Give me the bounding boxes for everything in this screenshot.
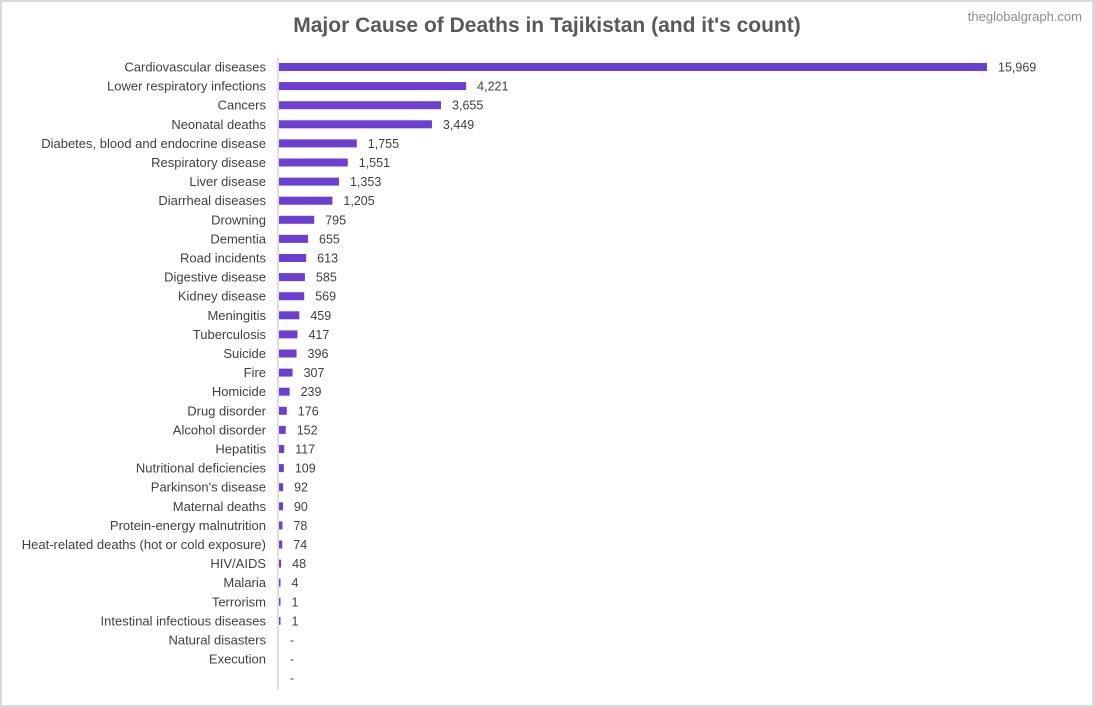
bar xyxy=(279,254,307,262)
category-label: Diabetes, blood and endocrine disease xyxy=(41,136,266,151)
category-label: Execution xyxy=(209,652,266,667)
value-label: 1,205 xyxy=(343,194,374,208)
category-label: Terrorism xyxy=(212,594,266,609)
value-label: 15,969 xyxy=(998,61,1036,75)
value-label: 613 xyxy=(317,252,338,266)
value-label: 109 xyxy=(295,462,316,476)
bar xyxy=(279,273,305,282)
category-label: HIV/AIDS xyxy=(210,556,266,571)
value-label: 176 xyxy=(298,404,319,418)
bar xyxy=(279,559,282,568)
watermark: theglobalgraph.com xyxy=(967,9,1082,24)
category-label: Meningitis xyxy=(207,308,266,323)
category-label: Malaria xyxy=(223,575,266,590)
value-label: 1,353 xyxy=(350,175,381,189)
value-label: 4 xyxy=(292,576,299,590)
value-label: - xyxy=(290,653,294,667)
value-label: 90 xyxy=(294,500,308,514)
value-label: 795 xyxy=(325,213,346,227)
category-label: Respiratory disease xyxy=(151,155,266,170)
bar xyxy=(279,158,348,167)
bar xyxy=(279,349,297,358)
bar xyxy=(279,63,987,71)
category-label: Homicide xyxy=(212,384,266,399)
category-label: Hepatitis xyxy=(215,442,266,457)
category-label: Parkinson's disease xyxy=(151,480,266,495)
bar xyxy=(279,120,432,129)
category-label: Liver disease xyxy=(189,174,266,189)
category-label: Neonatal deaths xyxy=(171,117,266,132)
bar xyxy=(279,597,281,606)
category-label: Drowning xyxy=(211,212,266,227)
bar xyxy=(279,215,315,224)
chart-title: Major Cause of Deaths in Tajikistan (and… xyxy=(293,14,801,37)
bar xyxy=(279,578,281,587)
bar xyxy=(279,616,281,625)
bar xyxy=(279,464,284,473)
value-label: 239 xyxy=(301,385,322,399)
value-label: 655 xyxy=(319,232,340,246)
category-label: Alcohol disorder xyxy=(173,422,267,437)
value-label: 1,755 xyxy=(368,137,399,151)
bar xyxy=(279,292,305,301)
bar xyxy=(279,82,467,91)
value-label: - xyxy=(290,672,294,686)
category-label: Road incidents xyxy=(180,251,266,266)
bar xyxy=(279,406,287,415)
value-label: 48 xyxy=(292,557,306,571)
category-label: Fire xyxy=(244,365,266,380)
category-label: Protein-energy malnutrition xyxy=(110,518,266,533)
value-label: 4,221 xyxy=(477,80,508,94)
bar xyxy=(279,540,283,549)
bar xyxy=(279,483,284,492)
bar xyxy=(279,139,357,148)
bar xyxy=(279,234,309,243)
value-label: 117 xyxy=(295,443,315,457)
value-label: 585 xyxy=(316,271,337,285)
category-label: Heat-related deaths (hot or cold exposur… xyxy=(22,537,266,552)
value-label: 3,655 xyxy=(452,99,483,113)
category-label: Drug disorder xyxy=(187,403,266,418)
bar xyxy=(279,196,333,205)
category-label: Nutritional deficiencies xyxy=(136,461,267,476)
value-label: 1 xyxy=(292,614,299,628)
value-label: 307 xyxy=(304,366,325,380)
category-label: Kidney disease xyxy=(178,289,266,304)
category-label: Cancers xyxy=(218,98,267,113)
category-label: Intestinal infectious diseases xyxy=(101,613,267,628)
category-label: Natural disasters xyxy=(168,633,266,648)
category-label: Lower respiratory infections xyxy=(107,79,266,94)
bar xyxy=(279,387,290,396)
value-label: 78 xyxy=(293,519,307,533)
category-label: Diarrheal diseases xyxy=(158,193,266,208)
value-label: 459 xyxy=(310,309,331,323)
category-label: Dementia xyxy=(210,231,266,246)
bar xyxy=(279,445,285,453)
bar xyxy=(279,521,283,530)
value-label: 74 xyxy=(293,538,307,552)
category-label: Cardiovascular diseases xyxy=(124,60,266,75)
bar xyxy=(279,502,283,511)
value-label: - xyxy=(290,634,294,648)
value-label: 417 xyxy=(308,328,329,342)
bar xyxy=(279,330,298,339)
value-label: 92 xyxy=(294,481,308,495)
category-label: Tuberculosis xyxy=(193,327,267,342)
value-label: 1,551 xyxy=(359,156,390,170)
bar xyxy=(279,101,442,110)
value-label: 396 xyxy=(308,347,329,361)
value-label: 152 xyxy=(297,423,318,437)
value-label: 1 xyxy=(292,595,299,609)
bar xyxy=(279,311,300,320)
bar xyxy=(279,368,293,377)
value-label: 3,449 xyxy=(443,118,474,132)
value-label: 569 xyxy=(315,290,336,304)
category-label: Digestive disease xyxy=(164,270,266,285)
category-label: Maternal deaths xyxy=(173,499,267,514)
bar xyxy=(279,177,339,186)
category-label: Suicide xyxy=(223,346,266,361)
bar xyxy=(279,425,286,434)
